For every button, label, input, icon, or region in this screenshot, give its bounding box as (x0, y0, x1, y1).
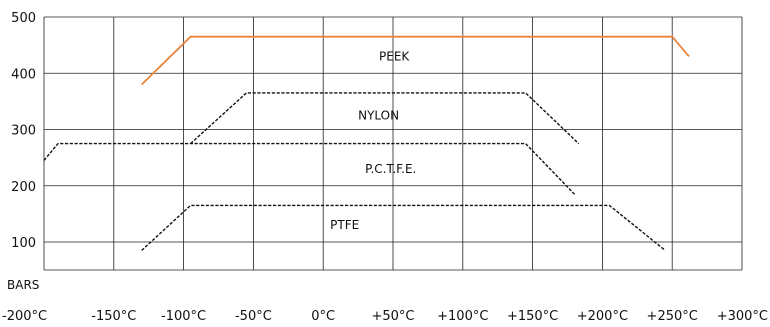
y-tick-label-300: 300 (11, 124, 36, 139)
chart-grid (43, 16, 743, 271)
x-tick-label-100-c: +100°C (437, 309, 488, 324)
y-tick-label-500: 500 (11, 11, 36, 26)
chart-series-labels: PEEK NYLON P.C.T.F.E. PTFE (330, 49, 416, 232)
x-tick-label-200-c: -200°C (2, 309, 47, 324)
x-tick-label-150-c: +150°C (507, 309, 558, 324)
chart-series (43, 35, 690, 251)
series-line-nylon (190, 92, 580, 145)
x-axis-tick-labels: -200°C -150°C -100°C -50°C 0°C +50°C +100°C +15… (2, 309, 768, 324)
x-tick-label-100-c: -100°C (161, 309, 206, 324)
x-tick-label-0-c: 0°C (311, 309, 335, 324)
series-label-nylon: NYLON (358, 108, 399, 122)
series-line-peek (141, 35, 690, 86)
y-axis-unit-label: BARS (7, 278, 39, 292)
series-label-peek: PEEK (379, 49, 410, 63)
x-tick-label-150-c: -150°C (91, 309, 136, 324)
y-tick-label-200: 200 (11, 180, 36, 195)
series-label-p-c-t-f-e: P.C.T.F.E. (365, 162, 416, 176)
series-line-ptfe (141, 204, 666, 251)
x-tick-label-250-c: +250°C (647, 309, 698, 324)
y-axis-tick-labels: 100 200 300 400 500 (11, 11, 36, 251)
x-tick-label-300-c: +300°C (717, 309, 768, 324)
y-tick-label-400: 400 (11, 67, 36, 82)
series-line-p-c-t-f-e (43, 142, 576, 195)
x-tick-label-50-c: -50°C (235, 309, 272, 324)
x-tick-label-50-c: +50°C (371, 309, 414, 324)
x-tick-label-200-c: +200°C (577, 309, 628, 324)
series-label-ptfe: PTFE (330, 218, 359, 232)
y-tick-label-100: 100 (11, 236, 36, 251)
